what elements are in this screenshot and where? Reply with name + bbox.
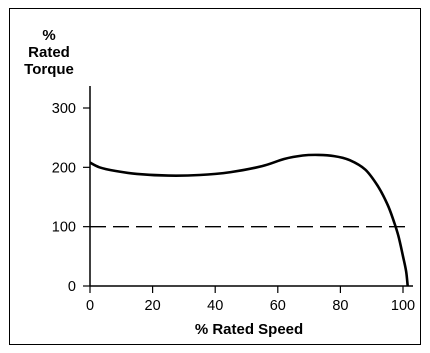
x-tick-label: 80 [332,298,348,314]
y-axis-label: % Rated Torque [24,27,74,78]
x-tick-label: 0 [86,298,94,314]
y-tick-label: 100 [52,220,76,236]
x-axis-label: % Rated Speed [195,321,303,338]
torque-curve [89,153,409,287]
x-tick-label: 20 [145,298,161,314]
x-tick-label: 100 [391,298,415,314]
series [89,153,409,287]
ticks: 0 20 40 60 80 100 0 100 200 300 [52,101,415,314]
y-tick-label: 300 [52,101,76,117]
y-axis-label-line-3: Torque [24,61,74,78]
y-axis-label-line-1: % [42,27,55,44]
axes [89,86,413,287]
y-tick-label: 200 [52,160,76,176]
x-tick-label: 40 [207,298,223,314]
x-tick-label: 60 [270,298,286,314]
y-axis-label-line-2: Rated [28,44,70,61]
y-tick-label: 0 [68,279,76,295]
